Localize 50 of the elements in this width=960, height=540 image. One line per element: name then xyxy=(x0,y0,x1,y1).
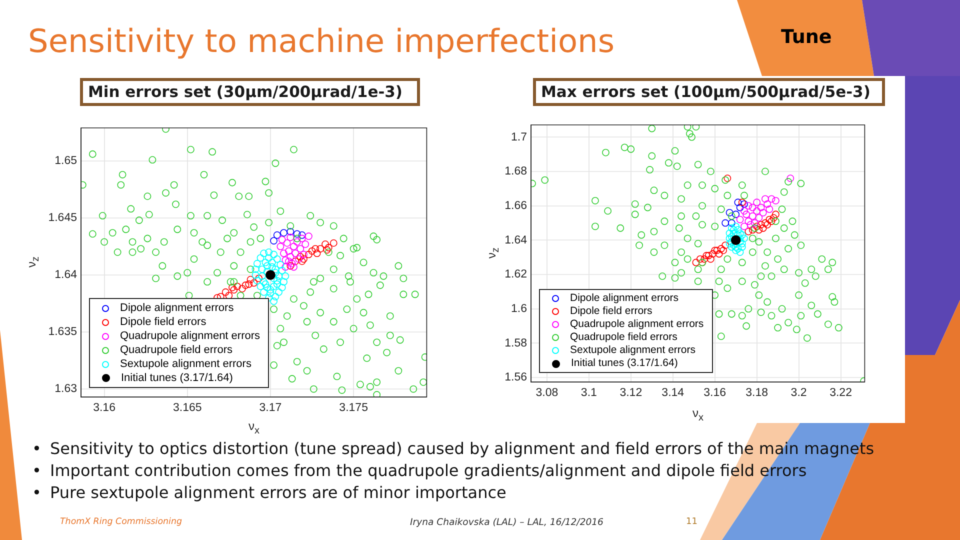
text: • xyxy=(32,461,42,480)
x-axis-title: ν$_{x}$ xyxy=(248,419,260,436)
text: 11 xyxy=(686,517,698,527)
chart-title: Max errors set (100µm/500µrad/5e-3) xyxy=(541,83,870,101)
text: Pure sextupole alignment errors are of minor importance xyxy=(50,483,506,502)
text: • xyxy=(32,483,42,502)
x-axis-title: ν$_{x}$ xyxy=(692,406,704,424)
legend-label: Quadrupole alignment errors xyxy=(570,318,704,331)
y-tick-label: 1.56 xyxy=(504,372,527,384)
y-tick-label: 1.64 xyxy=(54,269,78,282)
y-tick-label: 1.65 xyxy=(54,155,77,168)
x-tick-label: 3.16 xyxy=(704,387,726,400)
legend-label: Sextupole alignment errors xyxy=(570,344,696,357)
y-tick-label: 1.66 xyxy=(504,200,527,212)
text: ThomX Ring Commissioning xyxy=(60,517,182,527)
legend-label: Initial tunes (3.17/1.64) xyxy=(121,371,233,385)
x-tick-label: 3.08 xyxy=(536,387,558,400)
y-tick-label: 1.63 xyxy=(54,383,77,396)
legend-label: Quadrupole field errors xyxy=(120,343,233,357)
x-tick-label: 3.17 xyxy=(259,402,282,414)
x-tick-label: 3.1 xyxy=(580,387,597,400)
legend-label: Quadrupole field errors xyxy=(570,331,678,344)
text: Tune xyxy=(781,26,832,48)
text: Sensitivity to machine imperfections xyxy=(28,22,614,60)
legend-label: Initial tunes (3.17/1.64) xyxy=(571,357,678,370)
legend-label: Dipole alignment errors xyxy=(120,301,234,315)
x-tick-label: 3.165 xyxy=(172,402,202,414)
y-tick-label: 1.645 xyxy=(48,212,77,224)
text: • xyxy=(32,439,42,458)
x-tick-label: 3.12 xyxy=(620,387,642,400)
legend-label: Dipole field errors xyxy=(570,305,652,318)
chart-title: Min errors set (30µm/200µrad/1e-3) xyxy=(88,83,403,101)
x-tick-label: 3.2 xyxy=(790,387,807,400)
legend-label: Dipole field errors xyxy=(120,315,206,329)
y-tick-label: 1.68 xyxy=(504,166,527,178)
legend-label: Sextupole alignment errors xyxy=(120,357,252,371)
y-tick-label: 1.7 xyxy=(511,131,527,144)
y-tick-label: 1.62 xyxy=(504,268,527,281)
y-tick-label: 1.6 xyxy=(511,303,527,316)
text: Iryna Chaikovska (LAL) – LAL, 16/12/2016 xyxy=(410,517,604,528)
x-tick-label: 3.18 xyxy=(746,387,768,400)
legend-label: Dipole alignment errors xyxy=(570,292,679,305)
x-tick-label: 3.175 xyxy=(339,402,368,414)
x-tick-label: 3.16 xyxy=(93,402,116,414)
y-tick-label: 1.64 xyxy=(504,234,528,246)
y-tick-label: 1.635 xyxy=(48,326,77,338)
legend-label: Quadrupole alignment errors xyxy=(120,329,260,343)
y-tick-label: 1.58 xyxy=(504,337,527,350)
x-tick-label: 3.14 xyxy=(662,387,685,400)
x-tick-label: 3.22 xyxy=(830,387,852,400)
